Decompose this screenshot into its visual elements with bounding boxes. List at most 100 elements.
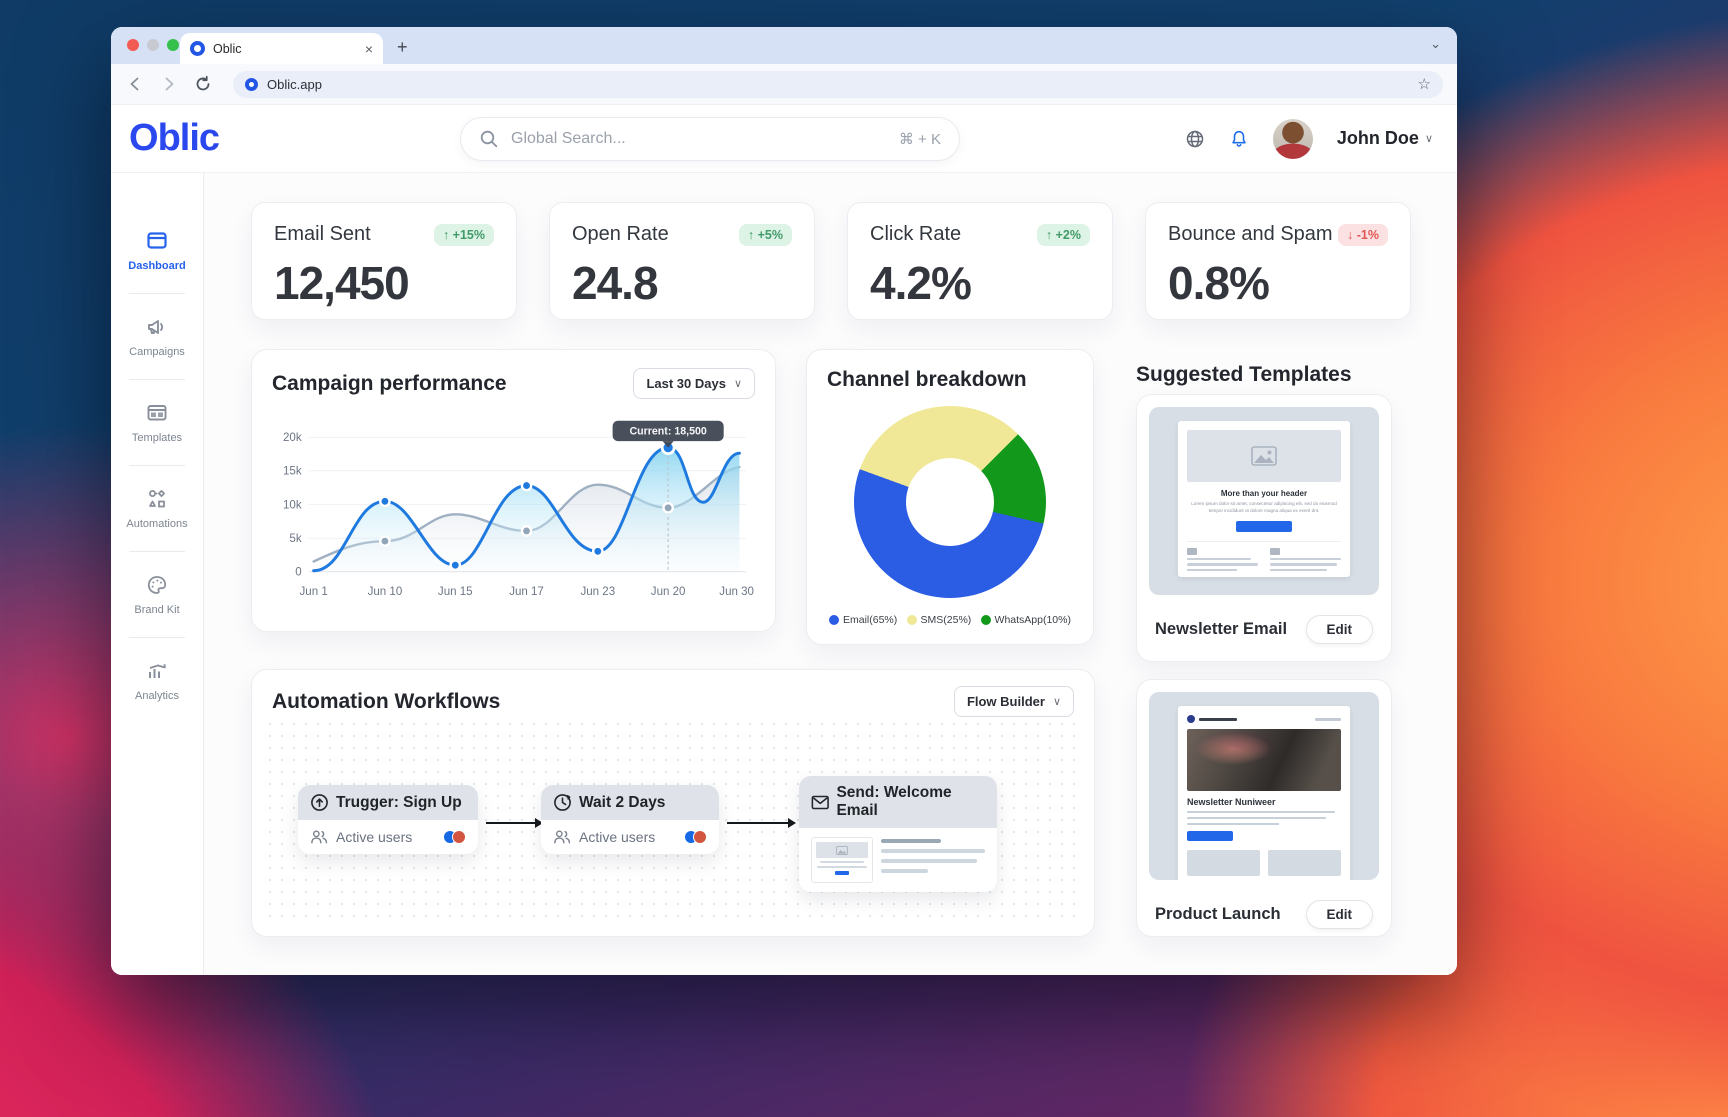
campaign-line-chart: 20k 15k 10k 5k 0 bbox=[272, 409, 755, 614]
svg-text:Current: 18,500: Current: 18,500 bbox=[629, 426, 706, 438]
kpi-title: Email Sent bbox=[274, 223, 371, 245]
email-mockup: Newsletter Nuniweer bbox=[1178, 706, 1350, 880]
image-placeholder bbox=[1187, 430, 1341, 482]
kpi-card-email-sent: Email Sent ↑ +15% 12,450 bbox=[251, 202, 517, 320]
chart-tooltip: Current: 18,500 bbox=[612, 420, 724, 448]
address-bar[interactable]: Oblic.app ☆ bbox=[233, 70, 1443, 98]
users-icon bbox=[311, 830, 328, 844]
minimize-window-button[interactable] bbox=[147, 39, 159, 51]
workflow-node-wait[interactable]: Wait 2 Days Active users bbox=[541, 785, 719, 854]
kpi-title: Open Rate bbox=[572, 223, 669, 245]
date-range-dropdown[interactable]: Last 30 Days ∨ bbox=[633, 368, 755, 399]
connector-arrow bbox=[727, 818, 796, 828]
templates-icon bbox=[147, 405, 167, 421]
template-name: Product Launch bbox=[1155, 905, 1281, 923]
tab-strip: Oblic × + ⌄ bbox=[111, 27, 1457, 64]
sidebar-item-campaigns[interactable]: Campaigns bbox=[111, 305, 203, 368]
template-card-newsletter-email: More than your header Lorem ipsum dolor … bbox=[1136, 394, 1392, 662]
kpi-card-open-rate: Open Rate ↑ +5% 24.8 bbox=[549, 202, 815, 320]
legend-item-sms: SMS(25%) bbox=[906, 614, 971, 626]
search-input[interactable] bbox=[511, 130, 887, 148]
notifications-bell-icon[interactable] bbox=[1229, 129, 1249, 149]
analytics-icon bbox=[149, 664, 166, 678]
automations-icon bbox=[149, 490, 165, 508]
workflow-canvas[interactable]: Trugger: Sign Up Active users Wait 2 Day bbox=[264, 718, 1082, 926]
sidebar-divider bbox=[129, 637, 185, 638]
dashboard-icon bbox=[147, 232, 167, 249]
bookmark-star-icon[interactable]: ☆ bbox=[1417, 76, 1431, 93]
svg-text:Jun 15: Jun 15 bbox=[438, 586, 473, 598]
sidebar-item-templates[interactable]: Templates bbox=[111, 391, 203, 454]
svg-text:Jun 23: Jun 23 bbox=[580, 586, 615, 598]
svg-text:Jun 10: Jun 10 bbox=[368, 586, 403, 598]
svg-text:Jun 1: Jun 1 bbox=[300, 586, 328, 598]
kpi-trend-badge: ↑ +2% bbox=[1036, 223, 1090, 246]
legend-item-email: Email(65%) bbox=[829, 614, 897, 626]
flow-builder-dropdown[interactable]: Flow Builder ∨ bbox=[953, 686, 1074, 717]
user-menu[interactable]: John Doe ∨ bbox=[1337, 128, 1433, 149]
sidebar: Dashboard Campaigns Templates Automation… bbox=[111, 173, 204, 975]
new-tab-button[interactable]: + bbox=[397, 37, 408, 57]
legend-dot bbox=[906, 615, 917, 625]
svg-text:20k: 20k bbox=[283, 432, 302, 444]
edit-template-button[interactable]: Edit bbox=[1305, 615, 1373, 644]
current-series-area bbox=[313, 447, 740, 572]
channel-breakdown-card: Channel breakdown Email(65%) SMS(25%) Wh… bbox=[806, 349, 1094, 645]
kpi-trend-badge: ↑ +5% bbox=[738, 223, 792, 246]
mock-heading: Newsletter Nuniweer bbox=[1187, 797, 1276, 807]
edit-template-button[interactable]: Edit bbox=[1305, 900, 1373, 929]
channel-legend: Email(65%) SMS(25%) WhatsApp(10%) bbox=[827, 614, 1073, 626]
tab-overview-chevron-icon[interactable]: ⌄ bbox=[1430, 36, 1441, 51]
workflow-node-send-email[interactable]: Send: Welcome Email bbox=[799, 776, 997, 892]
member-avatars bbox=[443, 830, 466, 844]
image-placeholder-icon bbox=[1251, 446, 1277, 466]
sidebar-item-brand-kit[interactable]: Brand Kit bbox=[111, 563, 203, 626]
email-mockup: More than your header Lorem ipsum dolor … bbox=[1178, 421, 1350, 578]
kpi-title: Bounce and Spam bbox=[1168, 223, 1333, 245]
back-icon[interactable] bbox=[125, 74, 145, 94]
close-window-button[interactable] bbox=[127, 39, 139, 51]
sidebar-divider bbox=[129, 465, 185, 466]
url-text: Oblic.app bbox=[267, 76, 322, 92]
svg-text:15k: 15k bbox=[283, 465, 302, 477]
sidebar-item-analytics[interactable]: Analytics bbox=[111, 649, 203, 712]
global-search[interactable]: ⌘ + K bbox=[460, 117, 960, 161]
previous-series-points bbox=[379, 501, 674, 547]
mock-logo-icon bbox=[1187, 715, 1195, 723]
workflow-node-trigger[interactable]: Trugger: Sign Up Active users bbox=[298, 785, 478, 854]
x-axis-labels: Jun 1 Jun 10 Jun 15 Jun 17 Jun 23 Jun 20… bbox=[300, 586, 754, 598]
templates-heading: Suggested Templates bbox=[1136, 363, 1352, 386]
workflows-title: Automation Workflows bbox=[272, 689, 501, 713]
kpi-card-click-rate: Click Rate ↑ +2% 4.2% bbox=[847, 202, 1113, 320]
mock-image-blocks bbox=[1187, 850, 1341, 877]
search-icon bbox=[480, 130, 498, 148]
mock-footer-icon bbox=[1187, 547, 1197, 555]
legend-dot bbox=[829, 615, 839, 625]
app-header: OOblicblic ⌘ + K John Doe ∨ bbox=[111, 105, 1457, 173]
legend-dot bbox=[980, 615, 991, 625]
chevron-down-icon: ∨ bbox=[733, 378, 742, 390]
channel-donut-chart bbox=[854, 406, 1046, 598]
browser-toolbar: Oblic.app ☆ bbox=[111, 64, 1457, 105]
oblic-favicon-icon bbox=[190, 41, 205, 56]
oblic-favicon-icon bbox=[245, 77, 258, 91]
kpi-value: 24.8 bbox=[572, 257, 659, 309]
palette-icon bbox=[147, 576, 167, 594]
kpi-trend-badge: ↓ -1% bbox=[1338, 223, 1388, 246]
template-preview: Newsletter Nuniweer bbox=[1149, 692, 1379, 880]
automation-workflows-card: Automation Workflows Flow Builder ∨ Trugg… bbox=[251, 669, 1095, 937]
sidebar-item-automations[interactable]: Automations bbox=[111, 477, 203, 540]
template-name: Newsletter Email bbox=[1155, 620, 1288, 638]
browser-tab[interactable]: Oblic × bbox=[180, 33, 383, 64]
users-icon bbox=[554, 830, 571, 844]
member-avatars bbox=[684, 830, 707, 844]
globe-icon[interactable] bbox=[1185, 129, 1205, 149]
tab-close-icon[interactable]: × bbox=[364, 40, 373, 57]
forward-icon[interactable] bbox=[159, 74, 179, 94]
sidebar-item-dashboard[interactable]: Dashboard bbox=[111, 219, 203, 282]
sidebar-divider bbox=[129, 293, 185, 294]
user-avatar[interactable] bbox=[1272, 118, 1313, 159]
zoom-window-button[interactable] bbox=[167, 39, 179, 51]
oblic-logo: OOblicblic bbox=[129, 117, 220, 159]
reload-icon[interactable] bbox=[193, 74, 213, 94]
